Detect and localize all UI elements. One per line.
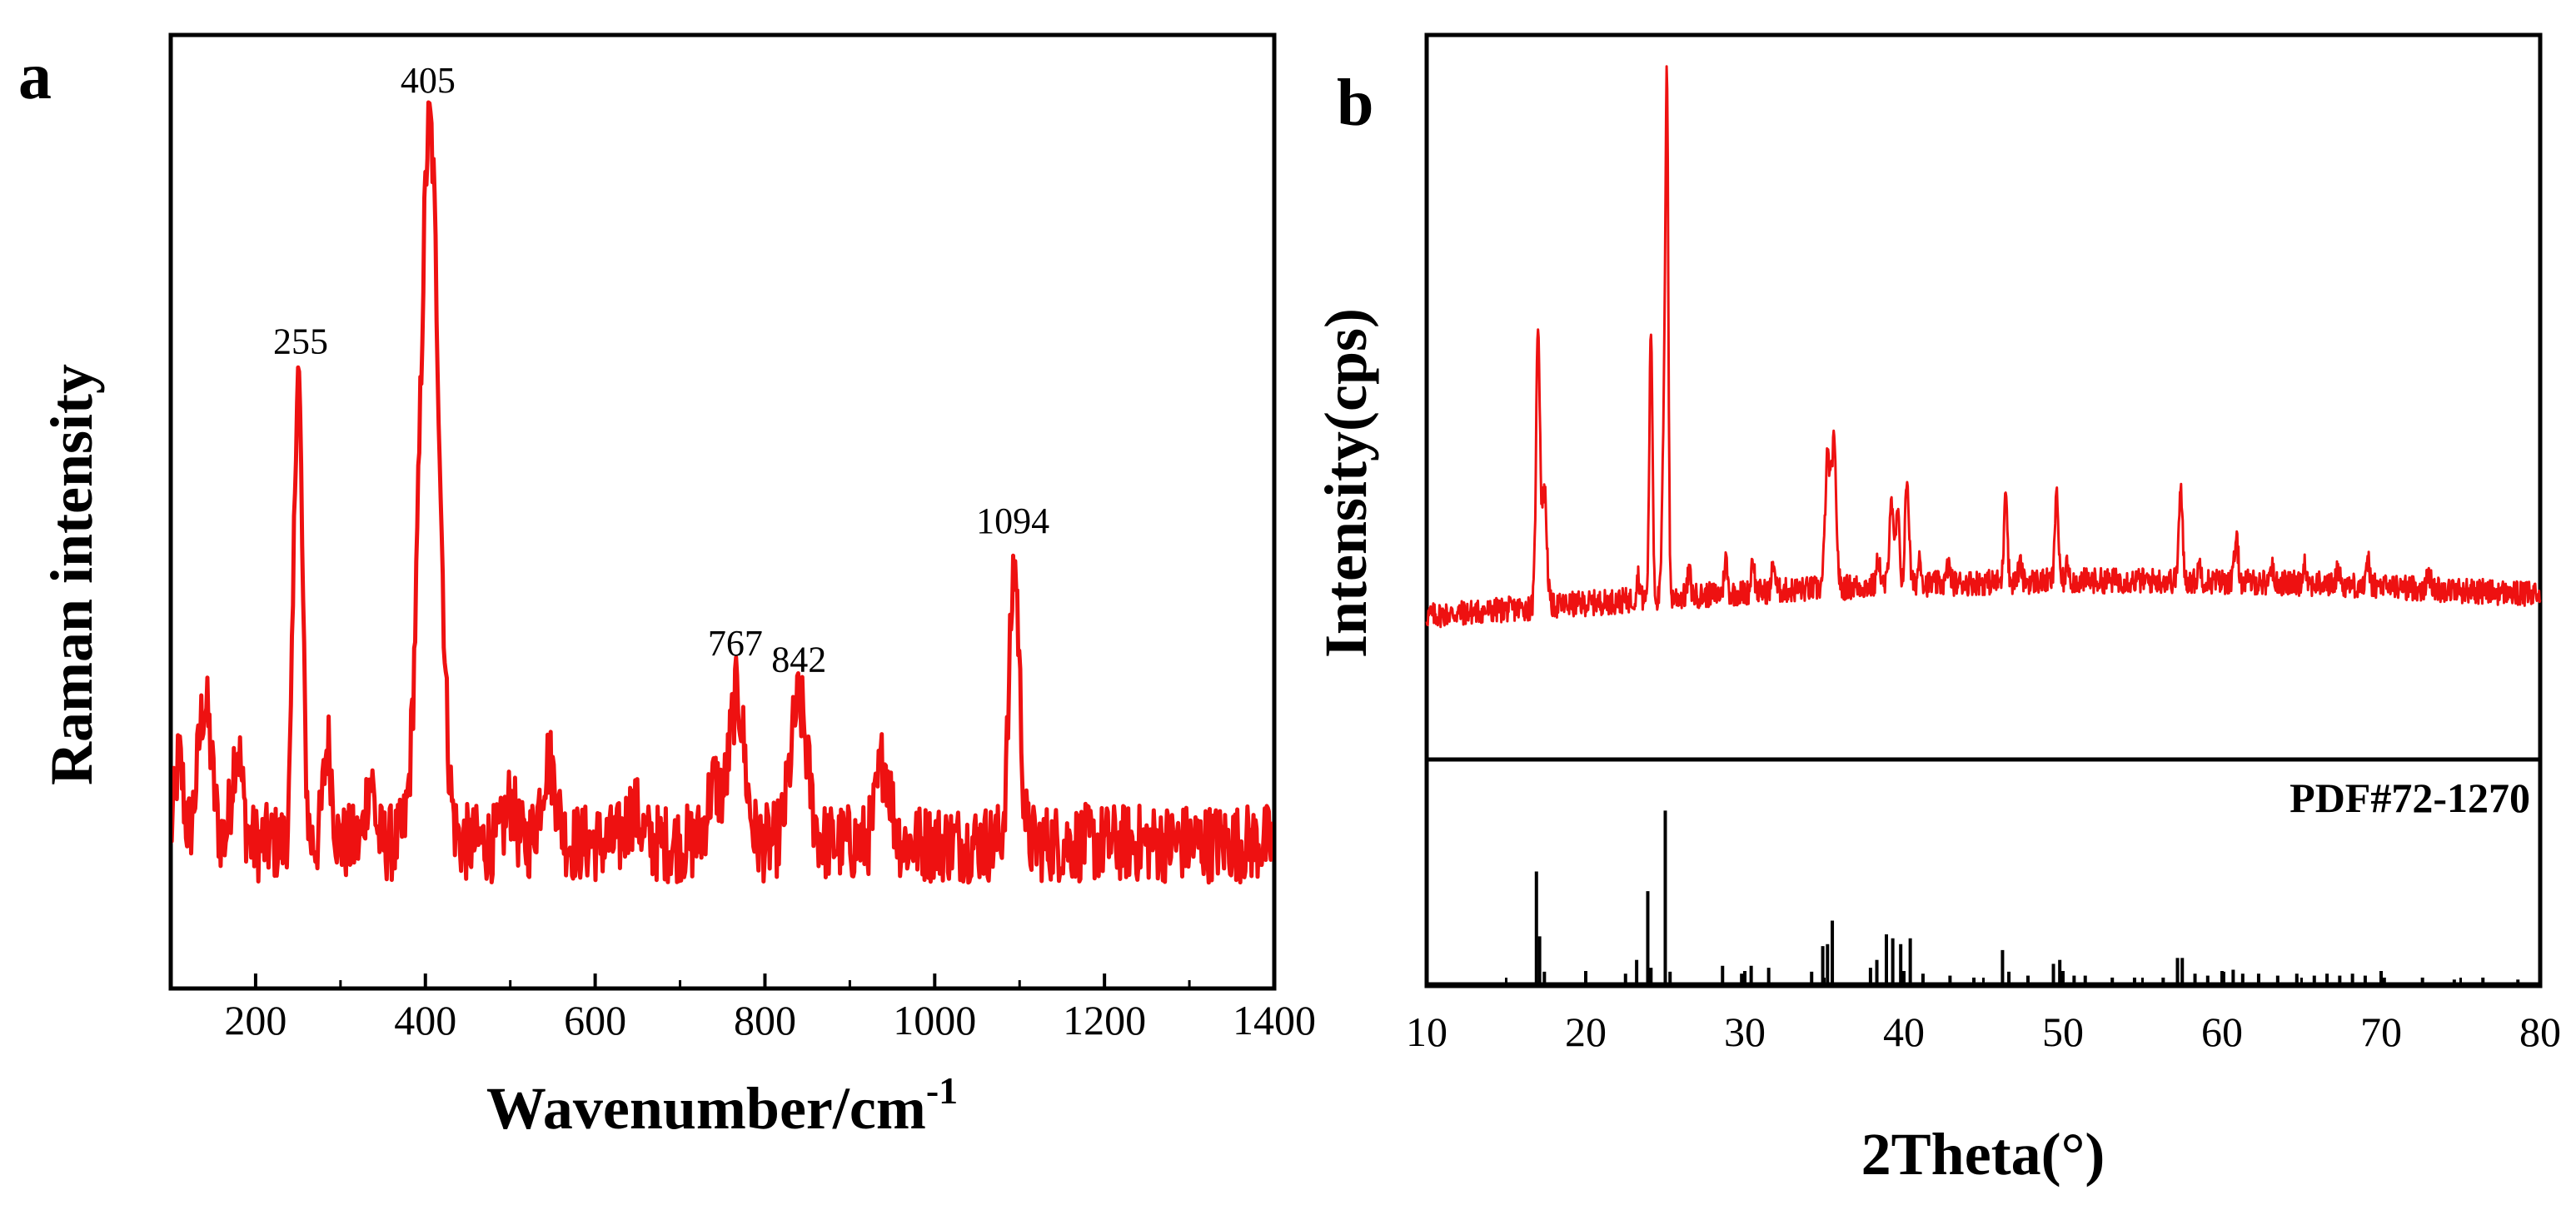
raman-y-axis-label: Raman intensity — [38, 364, 105, 785]
raman-x-tick-label: 600 — [564, 997, 626, 1043]
raman-panel: a 200 400 600 800 1000 1200 1400 255 405 767 842 1… — [18, 32, 1316, 1142]
reference-pattern-label: PDF#72-1270 — [2290, 774, 2530, 821]
raman-x-axis-label: Wavenumber/cm-1 — [486, 1069, 958, 1142]
raman-peak-label: 767 — [708, 623, 763, 664]
raman-plot-frame — [168, 32, 1277, 991]
panel-letter-b: b — [1337, 67, 1374, 140]
xrd-x-tick-label: 60 — [2201, 1008, 2243, 1055]
xrd-x-axis-label: 2Theta(°) — [1861, 1121, 2105, 1188]
xrd-plot-frame — [1424, 32, 2543, 988]
xrd-x-tick-label: 70 — [2360, 1008, 2402, 1055]
xrd-panel: b 10 20 30 40 50 60 70 80 PDF#72-1270 2Theta(°)… — [1313, 32, 2561, 1188]
raman-spectrum-line — [172, 100, 1273, 885]
xrd-x-tick-label: 80 — [2519, 1008, 2561, 1055]
xrd-x-tick-label: 10 — [1406, 1008, 1447, 1055]
raman-x-tick-label: 800 — [734, 997, 796, 1043]
panel-letter-a: a — [18, 40, 52, 113]
xrd-x-tick-label: 40 — [1883, 1008, 1925, 1055]
raman-x-tick-label: 1200 — [1063, 997, 1146, 1043]
raman-x-tick-label: 1000 — [893, 997, 976, 1043]
raman-peak-label: 1094 — [976, 500, 1049, 541]
raman-x-tick-label: 1400 — [1233, 997, 1316, 1043]
raman-peak-label: 255 — [273, 321, 328, 361]
xrd-x-tick-label: 50 — [2042, 1008, 2084, 1055]
xrd-x-tick-label: 30 — [1724, 1008, 1766, 1055]
raman-x-tick-label: 400 — [394, 997, 456, 1043]
xrd-x-tick-label: 20 — [1565, 1008, 1607, 1055]
xrd-pattern-line — [1425, 65, 2542, 629]
xrd-y-axis-label: Intensity(cps) — [1313, 308, 1379, 658]
raman-peak-label: 842 — [771, 640, 826, 680]
raman-x-tick-label: 200 — [224, 997, 286, 1043]
raman-peak-label: 405 — [401, 60, 456, 101]
